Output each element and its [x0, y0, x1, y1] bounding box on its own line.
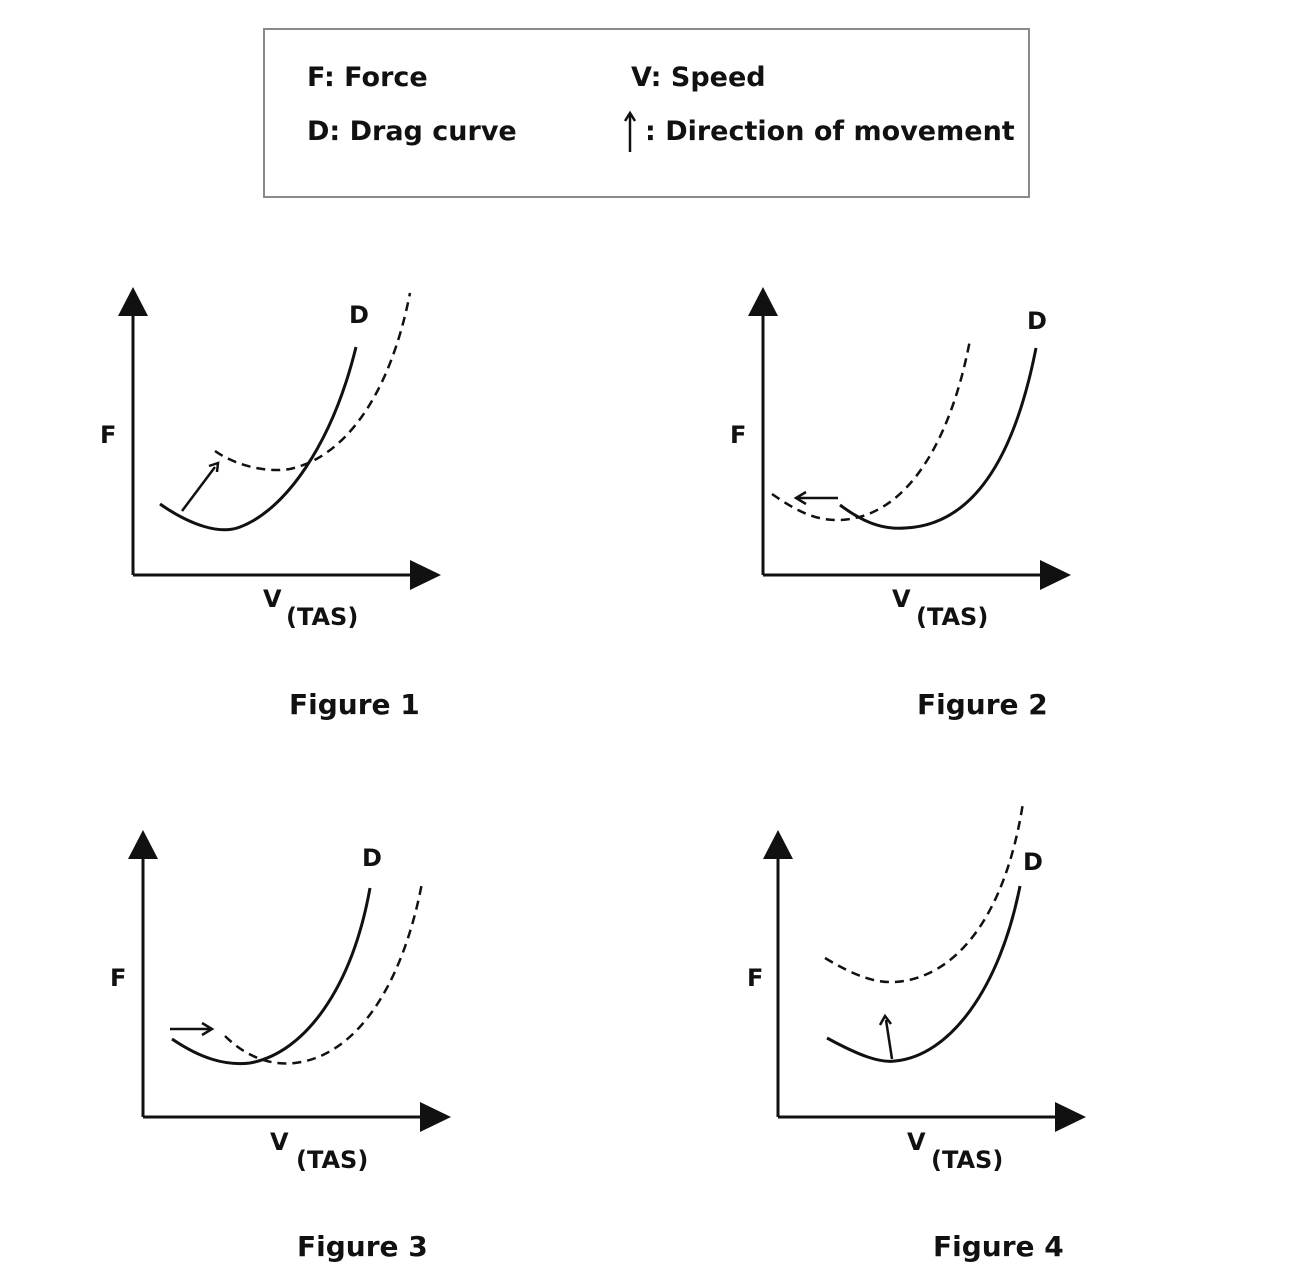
- y-axis-arrowhead: [748, 287, 778, 316]
- x-axis-sublabel: (TAS): [931, 1146, 1004, 1174]
- curve-label-d: D: [362, 844, 382, 872]
- x-axis-sublabel: (TAS): [286, 603, 359, 631]
- drag-curve-solid: [171, 887, 372, 1066]
- y-axis-label: F: [100, 421, 117, 449]
- x-axis-arrowhead: [1040, 560, 1071, 590]
- x-axis-sublabel: (TAS): [916, 603, 989, 631]
- drag-curve-solid: [159, 346, 358, 532]
- figure-1-caption: Figure 1: [289, 688, 420, 721]
- movement-arrowhead: [201, 1021, 215, 1037]
- x-axis-arrowhead: [420, 1102, 451, 1132]
- y-axis-label: F: [747, 964, 764, 992]
- figure-4-caption: Figure 4: [933, 1230, 1064, 1263]
- curve-label-d: D: [349, 301, 369, 329]
- movement-arrow: [884, 1019, 894, 1060]
- movement-arrowhead: [208, 461, 220, 473]
- drag-curve-dashed: [771, 339, 972, 522]
- drag-curve-dashed: [214, 292, 412, 472]
- drag-curve-solid: [839, 347, 1038, 530]
- legend-box: F: Force D: Drag curve V: Speed : Direct…: [263, 28, 1030, 198]
- x-axis-label: V: [270, 1128, 289, 1156]
- curve-label-d: D: [1027, 307, 1047, 335]
- y-axis-arrowhead: [763, 830, 793, 859]
- x-axis-label: V: [892, 585, 911, 613]
- x-axis-label: V: [263, 585, 282, 613]
- x-axis-sublabel: (TAS): [296, 1146, 369, 1174]
- figure-1: F V (TAS) D: [100, 285, 540, 631]
- legend-speed: V: Speed: [631, 62, 766, 93]
- movement-arrow: [181, 466, 216, 512]
- y-axis-arrowhead: [118, 287, 148, 316]
- figure-2: F V (TAS) D: [730, 285, 1170, 631]
- figure-2-caption: Figure 2: [917, 688, 1048, 721]
- y-axis-arrowhead: [128, 830, 158, 859]
- figure-3-graph: [128, 830, 451, 1132]
- legend-drag: D: Drag curve: [307, 116, 517, 147]
- drag-curve-solid: [826, 885, 1022, 1063]
- movement-arrowhead: [793, 490, 807, 506]
- movement-arrowhead: [878, 1013, 892, 1026]
- figure-4-graph: [763, 802, 1086, 1132]
- figure-4: F V (TAS) D: [745, 802, 1185, 1174]
- legend-direction: : Direction of movement: [645, 116, 1015, 147]
- y-axis-label: F: [110, 964, 127, 992]
- curve-label-d: D: [1023, 848, 1043, 876]
- y-axis-label: F: [730, 421, 747, 449]
- drag-curve-dashed: [224, 882, 424, 1065]
- x-axis-arrowhead: [1055, 1102, 1086, 1132]
- up-arrow-icon: [623, 110, 637, 152]
- legend-force: F: Force: [307, 62, 428, 93]
- figure-2-graph: [748, 287, 1071, 590]
- figure-3: F V (TAS) D: [110, 828, 550, 1174]
- x-axis-arrowhead: [410, 560, 441, 590]
- figure-3-caption: Figure 3: [297, 1230, 428, 1263]
- x-axis-label: V: [907, 1128, 926, 1156]
- figure-1-graph: [118, 287, 441, 590]
- drag-curve-dashed: [824, 802, 1025, 984]
